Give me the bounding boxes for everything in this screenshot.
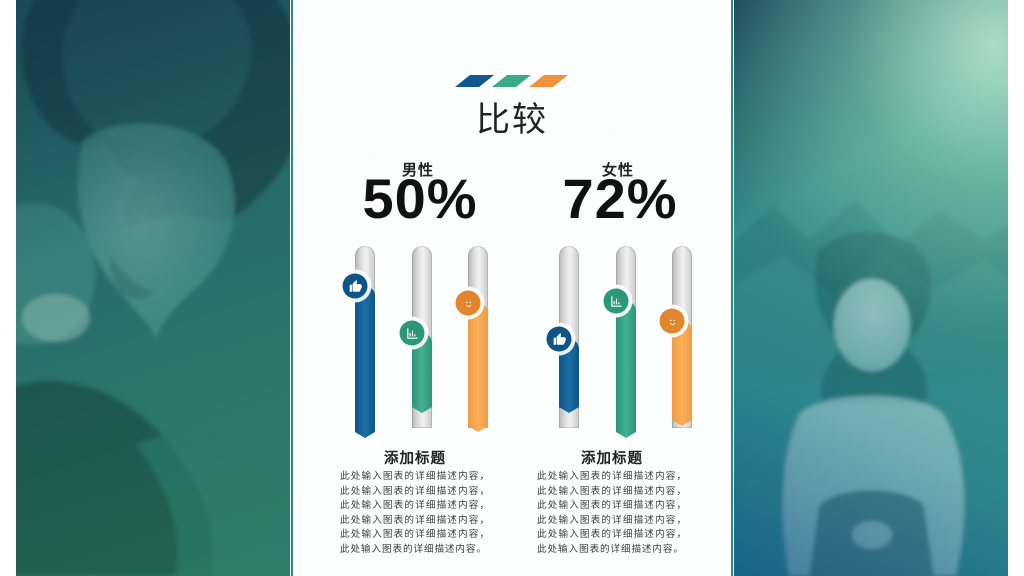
svg-text:PPT小编: PPT小编 — [576, 398, 621, 429]
svg-text:呐喊: 呐喊 — [584, 424, 609, 445]
